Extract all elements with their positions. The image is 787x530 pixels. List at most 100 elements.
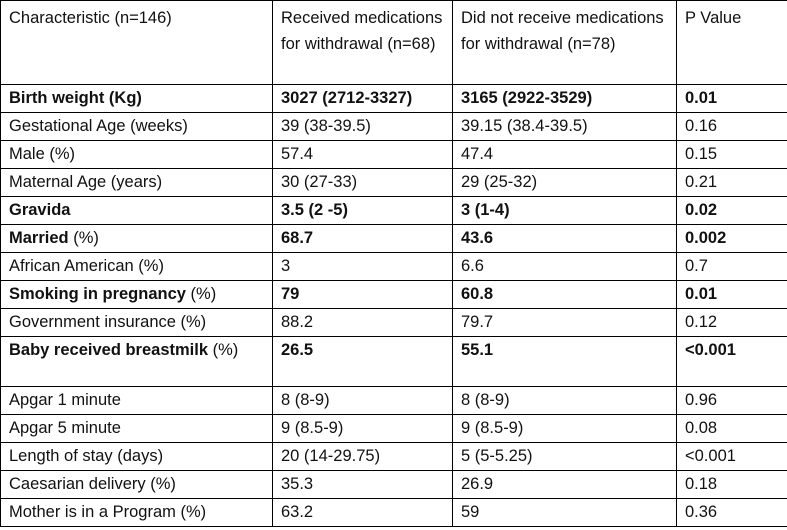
row-received-value: 39 (38-39.5): [272, 112, 453, 141]
row-characteristic: Caesarian delivery (%): [0, 470, 273, 499]
row-not-received-value: 29 (25-32): [452, 168, 677, 197]
row-characteristic: Apgar 1 minute: [0, 386, 273, 415]
row-p-value: <0.001: [676, 336, 787, 387]
table-row: Male (%) 57.4 47.4 0.15: [0, 140, 787, 169]
row-not-received-value: 3165 (2922-3529): [452, 84, 677, 113]
characteristic-text: Government insurance (%): [9, 313, 207, 331]
characteristic-text: Male (%): [9, 145, 76, 163]
row-not-received-value: 5 (5-5.25): [452, 442, 677, 471]
header-characteristic: Characteristic (n=146): [0, 0, 273, 85]
row-received-value: 20 (14-29.75): [272, 442, 453, 471]
row-p-value: 0.18: [676, 470, 787, 499]
characteristic-bold-text: Birth weight (Kg): [9, 89, 142, 107]
row-received-value: 3027 (2712-3327): [272, 84, 453, 113]
characteristic-text: Length of stay (days): [9, 447, 164, 465]
row-p-value: 0.21: [676, 168, 787, 197]
row-received-value: 88.2: [272, 308, 453, 337]
row-p-value: 0.7: [676, 252, 787, 281]
row-not-received-value: 79.7: [452, 308, 677, 337]
table-row: Maternal Age (years) 30 (27-33) 29 (25-32)…: [0, 168, 787, 197]
characteristic-bold-text: Baby received breastmilk: [9, 341, 209, 359]
row-not-received-value: 59: [452, 498, 677, 527]
table-row: Government insurance (%) 88.2 79.7 0.12: [0, 308, 787, 337]
row-not-received-value: 55.1: [452, 336, 677, 387]
row-received-value: 57.4: [272, 140, 453, 169]
row-received-value: 63.2: [272, 498, 453, 527]
row-p-value: 0.08: [676, 414, 787, 443]
characteristic-text: Apgar 1 minute: [9, 391, 121, 409]
row-not-received-value: 3 (1-4): [452, 196, 677, 225]
table-row: Married (%) 68.7 43.6 0.002: [0, 224, 787, 253]
table-row: Caesarian delivery (%) 35.3 26.9 0.18: [0, 470, 787, 499]
row-characteristic: Mother is in a Program (%): [0, 498, 273, 527]
row-p-value: 0.15: [676, 140, 787, 169]
row-p-value: 0.01: [676, 84, 787, 113]
table-row: Gravida 3.5 (2 -5) 3 (1-4) 0.02: [0, 196, 787, 225]
row-received-value: 26.5: [272, 336, 453, 387]
header-not-received: Did not receive medications for withdraw…: [452, 0, 677, 85]
characteristic-text: (%): [185, 285, 217, 303]
row-not-received-value: 60.8: [452, 280, 677, 309]
row-received-value: 79: [272, 280, 453, 309]
row-p-value: 0.12: [676, 308, 787, 337]
row-received-value: 3: [272, 252, 453, 281]
row-not-received-value: 6.6: [452, 252, 677, 281]
characteristic-text: Apgar 5 minute: [9, 419, 121, 437]
header-received: Received medications for withdrawal (n=6…: [272, 0, 453, 85]
row-p-value: <0.001: [676, 442, 787, 471]
table-row: Baby received breastmilk (%) 26.5 55.1 <0.0…: [0, 336, 787, 387]
table-row: Apgar 1 minute 8 (8-9) 8 (8-9) 0.96: [0, 386, 787, 415]
row-p-value: 0.96: [676, 386, 787, 415]
row-received-value: 3.5 (2 -5): [272, 196, 453, 225]
row-not-received-value: 43.6: [452, 224, 677, 253]
table-row: Birth weight (Kg) 3027 (2712-3327) 3165 (2…: [0, 84, 787, 113]
row-p-value: 0.36: [676, 498, 787, 527]
row-characteristic: Apgar 5 minute: [0, 414, 273, 443]
row-not-received-value: 9 (8.5-9): [452, 414, 677, 443]
row-not-received-value: 47.4: [452, 140, 677, 169]
table-row: Length of stay (days) 20 (14-29.75) 5 (5-5…: [0, 442, 787, 471]
row-received-value: 9 (8.5-9): [272, 414, 453, 443]
characteristic-text: (%): [68, 229, 99, 247]
characteristic-text: African American (%): [9, 257, 164, 275]
row-received-value: 35.3: [272, 470, 453, 499]
row-p-value: 0.002: [676, 224, 787, 253]
row-received-value: 68.7: [272, 224, 453, 253]
row-characteristic: Government insurance (%): [0, 308, 273, 337]
row-characteristic: Married (%): [0, 224, 273, 253]
characteristic-text: (%): [208, 341, 239, 359]
table-row: African American (%) 3 6.6 0.7: [0, 252, 787, 281]
row-characteristic: Birth weight (Kg): [0, 84, 273, 113]
characteristic-bold-text: Gravida: [9, 201, 71, 219]
row-p-value: 0.02: [676, 196, 787, 225]
row-not-received-value: 39.15 (38.4-39.5): [452, 112, 677, 141]
header-row: Characteristic (n=146) Received medicati…: [0, 0, 787, 85]
row-characteristic: Smoking in pregnancy (%): [0, 280, 273, 309]
row-received-value: 30 (27-33): [272, 168, 453, 197]
row-characteristic: Length of stay (days): [0, 442, 273, 471]
row-not-received-value: 26.9: [452, 470, 677, 499]
table-row: Mother is in a Program (%) 63.2 59 0.36: [0, 498, 787, 527]
table-row: Gestational Age (weeks) 39 (38-39.5) 39.15…: [0, 112, 787, 141]
table-row: Smoking in pregnancy (%) 79 60.8 0.01: [0, 280, 787, 309]
characteristic-bold-text: Smoking in pregnancy: [9, 285, 186, 303]
characteristic-text: Caesarian delivery (%): [9, 475, 176, 493]
row-characteristic: Gravida: [0, 196, 273, 225]
table-row: Apgar 5 minute 9 (8.5-9) 9 (8.5-9) 0.08: [0, 414, 787, 443]
row-characteristic: African American (%): [0, 252, 273, 281]
row-p-value: 0.01: [676, 280, 787, 309]
characteristic-text: Gestational Age (weeks): [9, 117, 188, 135]
characteristic-text: Maternal Age (years): [9, 173, 163, 191]
header-p-value: P Value: [676, 0, 787, 85]
characteristic-text: Mother is in a Program (%): [9, 503, 207, 521]
row-characteristic: Gestational Age (weeks): [0, 112, 273, 141]
row-received-value: 8 (8-9): [272, 386, 453, 415]
row-characteristic: Maternal Age (years): [0, 168, 273, 197]
row-characteristic: Male (%): [0, 140, 273, 169]
row-not-received-value: 8 (8-9): [452, 386, 677, 415]
row-p-value: 0.16: [676, 112, 787, 141]
row-characteristic: Baby received breastmilk (%): [0, 336, 273, 387]
characteristic-bold-text: Married: [9, 229, 69, 247]
